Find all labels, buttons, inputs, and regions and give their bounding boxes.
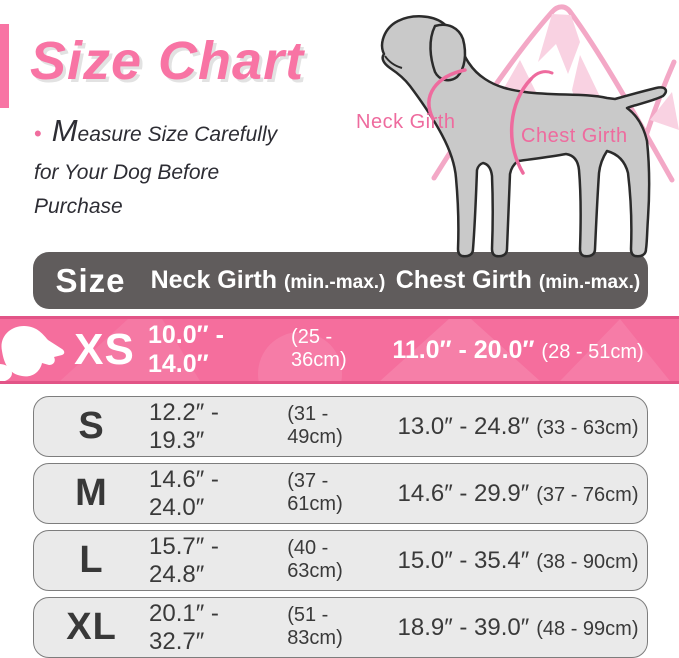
chest-range-cm: (33 - 63cm) [536, 416, 639, 439]
neck-range-cm: (51 - 83cm) [287, 603, 343, 649]
table-row-m: M 14.6″ - 24.0″ (37 - 61cm) 14.6″ - 29.9… [33, 463, 648, 524]
neck-range-inches: 15.7″ - 24.8″ [149, 532, 219, 588]
table-row-l: L 15.7″ - 24.8″ (40 - 63cm) 15.0″ - 35.4… [33, 530, 648, 591]
row-size-label: L [79, 539, 104, 581]
row-size-label: M [75, 472, 108, 514]
table-row-xs-highlight: XS 10.0″ - 14.0″ (25 - 36cm) 11.0″ - 20.… [0, 316, 679, 384]
row-size-label: S [78, 405, 105, 447]
table-row-s: S 12.2″ - 19.3″ (31 - 49cm) 13.0″ - 24.8… [33, 396, 648, 457]
neck-range-cm: (40 - 63cm) [287, 536, 343, 582]
note-line2: for Your Dog Before [34, 161, 220, 185]
band-watermark [60, 319, 670, 381]
neck-range-inches: 14.6″ - 24.0″ [149, 465, 219, 521]
chest-range-cm: (37 - 76cm) [536, 483, 639, 506]
dog-head-icon [0, 326, 65, 381]
bullet-icon: • [34, 121, 42, 146]
chest-range-cm: (48 - 99cm) [536, 617, 639, 640]
neck-range-inches: 10.0″ - 14.0″ [148, 321, 224, 378]
neck-range-inches: 20.1″ - 32.7″ [149, 599, 219, 655]
chest-range-cm: (38 - 90cm) [536, 550, 639, 573]
row-size-label: XL [66, 606, 117, 648]
chest-range-inches: 13.0″ - 24.8″ [397, 412, 530, 440]
neck-range-cm: (25 - 36cm) [291, 326, 347, 371]
chest-girth-arc [509, 77, 533, 175]
note-lead-letter: M [51, 113, 78, 148]
chest-girth-arc-top [529, 70, 554, 81]
table-header: Size Neck Girth (min.-max.) Chest Girth … [33, 252, 648, 309]
chest-range-inches: 14.6″ - 29.9″ [397, 479, 530, 507]
neck-range-inches: 12.2″ - 19.3″ [149, 398, 219, 454]
neck-range-cm: (37 - 61cm) [287, 469, 343, 515]
header-chest-range: (min.-max.) [538, 272, 641, 293]
chest-range-inches: 15.0″ - 35.4″ [397, 546, 530, 574]
header-neck-range: (min.-max.) [284, 272, 386, 293]
accent-bar [0, 24, 9, 108]
note-line3: Purchase [34, 195, 123, 219]
neck-girth-arc [427, 68, 467, 121]
measure-note: • Measure Size Carefully for Your Dog Bef… [34, 106, 344, 224]
header-chest-girth: Chest Girth [395, 266, 532, 294]
chest-range-inches: 18.9″ - 39.0″ [397, 613, 530, 641]
note-line1: easure Size Carefully [77, 123, 278, 146]
dog-jaw-line [384, 55, 403, 69]
chest-range-inches: 11.0″ - 20.0″ [392, 335, 535, 364]
row-size-label: XS [74, 325, 135, 374]
dog-ear [429, 23, 467, 82]
table-row-xl: XL 20.1″ - 32.7″ (51 - 83cm) 18.9″ - 39.… [33, 597, 648, 658]
dog-illustration [380, 15, 668, 258]
header-size: Size [55, 261, 126, 299]
neck-range-cm: (31 - 49cm) [287, 402, 343, 448]
chest-girth-label: Chest Girth [521, 125, 628, 147]
neck-girth-label: Neck Girth [356, 111, 456, 133]
header-neck-girth: Neck Girth [150, 266, 278, 294]
chest-range-cm: (28 - 51cm) [541, 340, 644, 363]
page-title: Size Chart [30, 31, 305, 91]
